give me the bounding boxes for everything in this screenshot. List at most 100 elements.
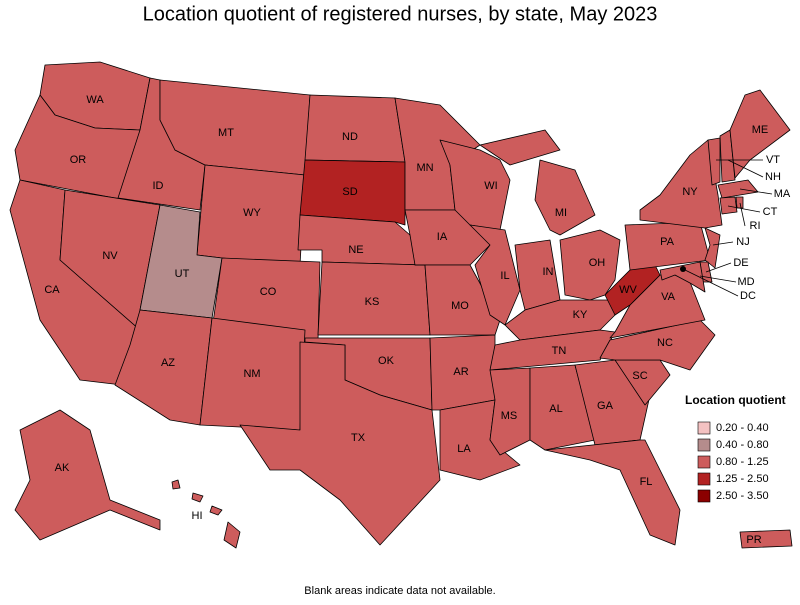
state-label: TX bbox=[351, 432, 366, 444]
state-shape bbox=[659, 261, 706, 293]
state-label: KS bbox=[365, 296, 380, 308]
map-title: Location quotient of registered nurses, … bbox=[143, 3, 658, 25]
state-shape bbox=[239, 341, 441, 546]
state-shape bbox=[14, 409, 161, 541]
state-label: MA bbox=[774, 188, 791, 200]
state-label: ID bbox=[153, 180, 164, 192]
state-label: GA bbox=[597, 400, 614, 412]
leader-line bbox=[699, 275, 737, 283]
state-label: MD bbox=[737, 276, 754, 288]
state-shape bbox=[599, 319, 716, 371]
state-label: MO bbox=[451, 300, 469, 312]
state-shape bbox=[729, 89, 791, 179]
state-shape bbox=[223, 521, 241, 549]
leader-line bbox=[682, 268, 739, 297]
state-label: NY bbox=[682, 186, 698, 198]
state-label: SD bbox=[342, 186, 357, 198]
states bbox=[9, 61, 793, 549]
state-label: NH bbox=[765, 171, 781, 183]
state-label: DE bbox=[733, 257, 748, 269]
state-label: WY bbox=[243, 207, 261, 219]
state-label: LA bbox=[457, 443, 471, 455]
state-shape bbox=[604, 259, 661, 316]
state-label: TN bbox=[552, 345, 567, 357]
state-label: NV bbox=[102, 250, 118, 262]
state-label: IL bbox=[500, 270, 509, 282]
state-label: ND bbox=[342, 131, 358, 143]
legend-swatch bbox=[697, 421, 711, 435]
footnote: Blank areas indicate data not available. bbox=[304, 585, 495, 597]
state-shape bbox=[297, 214, 426, 266]
state-label: VA bbox=[661, 291, 676, 303]
leader-line bbox=[739, 188, 773, 195]
state-label: NE bbox=[348, 244, 363, 256]
state-label: NJ bbox=[736, 236, 749, 248]
state-label: HI bbox=[192, 510, 203, 522]
state-shape bbox=[717, 179, 759, 199]
legend-swatch bbox=[697, 489, 711, 503]
legend: 0.20 - 0.40 0.40 - 0.80 0.80 - 1.25 1.25 - … bbox=[697, 421, 769, 503]
state-shape bbox=[171, 479, 181, 490]
state-label: WV bbox=[619, 284, 637, 296]
state-label: DC bbox=[740, 290, 756, 302]
state-label: CA bbox=[44, 284, 60, 296]
state-label: IN bbox=[543, 266, 554, 278]
state-label: OH bbox=[589, 257, 606, 269]
state-shape bbox=[639, 139, 723, 229]
state-label: IA bbox=[437, 231, 448, 243]
state-label: NM bbox=[243, 368, 260, 380]
legend-swatch bbox=[697, 472, 711, 486]
state-label: MS bbox=[501, 410, 518, 422]
state-label: SC bbox=[632, 370, 647, 382]
legend-label: 0.80 - 1.25 bbox=[716, 456, 769, 468]
leader-line bbox=[727, 205, 761, 213]
state-label: FL bbox=[640, 476, 653, 488]
state-label: AR bbox=[453, 366, 468, 378]
state-shape bbox=[739, 529, 793, 549]
legend-title: Location quotient bbox=[685, 393, 786, 407]
state-label: AL bbox=[549, 403, 562, 415]
state-label: PA bbox=[660, 236, 675, 248]
state-label: UT bbox=[175, 268, 190, 280]
state-label: WA bbox=[86, 94, 104, 106]
legend-swatch bbox=[697, 455, 711, 469]
state-shape bbox=[719, 196, 738, 215]
state-shape bbox=[479, 129, 561, 166]
state-shape bbox=[191, 492, 204, 503]
leader-line bbox=[739, 202, 746, 227]
state-label: PR bbox=[746, 534, 761, 546]
state-label: OK bbox=[378, 355, 395, 367]
state-label: ME bbox=[752, 124, 769, 136]
state-shape bbox=[304, 94, 406, 163]
state-shape bbox=[534, 159, 596, 236]
state-label: CT bbox=[763, 206, 778, 218]
state-shape bbox=[559, 229, 621, 301]
legend-label: 0.40 - 0.80 bbox=[716, 439, 769, 451]
state-shape bbox=[704, 227, 721, 269]
state-label: KY bbox=[573, 309, 588, 321]
legend-label: 2.50 - 3.50 bbox=[716, 490, 769, 502]
state-label: AZ bbox=[161, 357, 175, 369]
state-label: WI bbox=[484, 180, 497, 192]
leader-line bbox=[712, 241, 734, 246]
legend-label: 0.20 - 0.40 bbox=[716, 422, 769, 434]
state-label: MI bbox=[555, 207, 567, 219]
leader-line bbox=[727, 159, 764, 178]
state-label: MN bbox=[416, 162, 433, 174]
state-shape bbox=[469, 224, 521, 326]
leader-line bbox=[705, 262, 732, 273]
state-label: VT bbox=[766, 154, 780, 166]
state-label: RI bbox=[750, 220, 761, 232]
state-shape bbox=[209, 505, 223, 516]
state-labels: WA OR CA NV ID MT WY UT CO AZ NM ND SD NE KS OK TX MN IA MO… bbox=[44, 94, 791, 546]
state-label: NC bbox=[657, 337, 673, 349]
state-label: OR bbox=[70, 154, 87, 166]
state-shape bbox=[529, 364, 596, 451]
state-label: CO bbox=[260, 286, 277, 298]
legend-label: 1.25 - 2.50 bbox=[716, 473, 769, 485]
state-label: MT bbox=[218, 127, 234, 139]
state-shape bbox=[299, 159, 406, 226]
state-shape bbox=[544, 439, 681, 546]
state-shape bbox=[735, 196, 744, 209]
